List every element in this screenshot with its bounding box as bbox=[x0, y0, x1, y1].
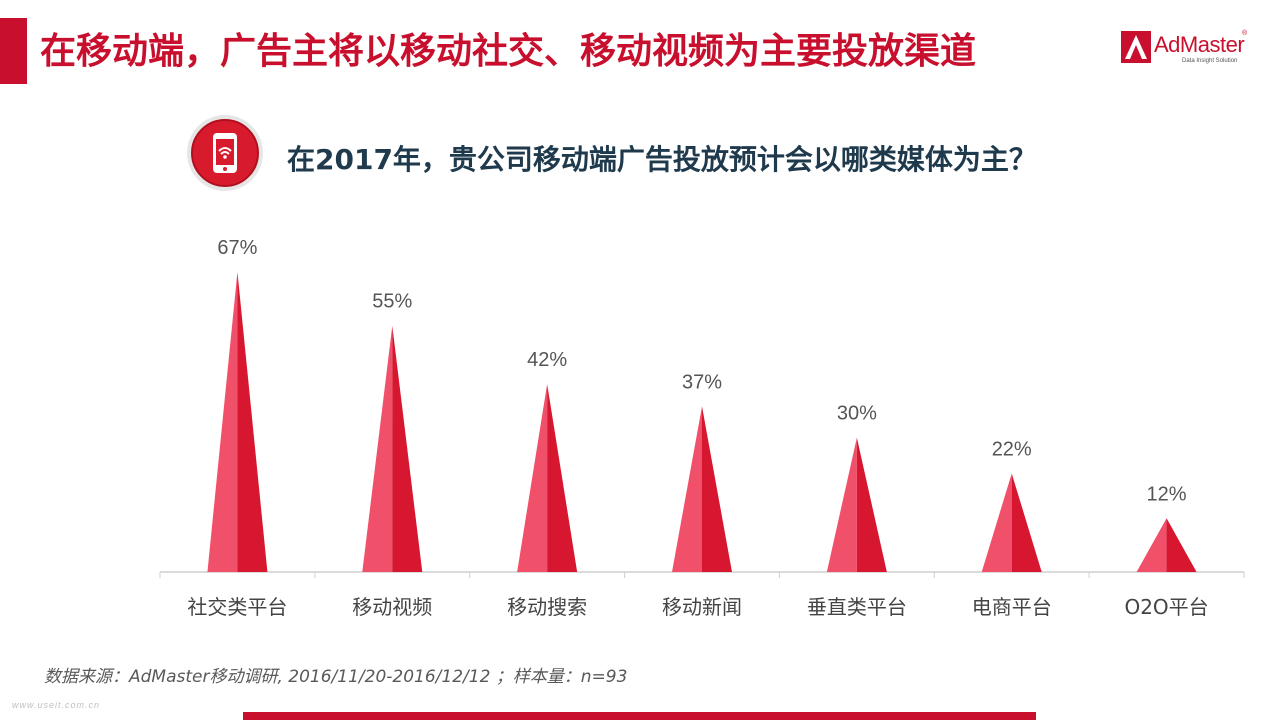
category-label: 电商平台 bbox=[972, 595, 1052, 619]
chart-bar-dark-face bbox=[237, 272, 268, 572]
chart-bar-light-face bbox=[517, 383, 548, 572]
category-label: O2O平台 bbox=[1124, 595, 1208, 619]
category-label: 移动视频 bbox=[352, 595, 432, 619]
data-label: 37% bbox=[682, 371, 722, 393]
bottom-accent-bar bbox=[243, 712, 1036, 720]
chart-bar bbox=[672, 406, 732, 572]
data-label: 42% bbox=[527, 349, 567, 371]
chart-bar-light-face bbox=[672, 406, 702, 572]
data-label: 67% bbox=[217, 237, 257, 259]
chart-bar bbox=[826, 437, 887, 572]
admaster-logo-mark bbox=[1121, 31, 1151, 63]
chart-bar-light-face bbox=[207, 272, 238, 572]
chart-bar-light-face bbox=[981, 473, 1012, 572]
chart-bar bbox=[981, 473, 1042, 572]
chart-bar-dark-face bbox=[856, 437, 887, 572]
data-label: 22% bbox=[992, 438, 1032, 460]
chart-bar-dark-face bbox=[1011, 473, 1042, 572]
chart-bar bbox=[362, 325, 423, 572]
data-source-note: 数据来源：AdMaster移动调研, 2016/11/20-2016/12/12… bbox=[44, 667, 628, 687]
chart-bar bbox=[207, 272, 268, 572]
survey-question: 在2017年，贵公司移动端广告投放预计会以哪类媒体为主？ bbox=[287, 143, 1037, 176]
data-label: 30% bbox=[837, 403, 877, 425]
title-accent-bar bbox=[0, 18, 27, 84]
chart-bar bbox=[517, 383, 578, 572]
chart-bar-dark-face bbox=[547, 383, 578, 572]
logo-registered-mark: ® bbox=[1242, 30, 1248, 37]
chart-bar-dark-face bbox=[1166, 518, 1197, 572]
category-label: 垂直类平台 bbox=[807, 595, 907, 619]
category-label: 移动搜索 bbox=[507, 595, 587, 619]
data-label: 55% bbox=[372, 291, 412, 313]
chart-bar-light-face bbox=[362, 325, 393, 572]
data-label: 12% bbox=[1147, 483, 1187, 505]
category-label: 社交类平台 bbox=[187, 595, 287, 619]
admaster-logo: AdMaster ® Data Insight Solution bbox=[1120, 30, 1250, 70]
chart-bar-dark-face bbox=[392, 325, 423, 572]
category-label: 移动新闻 bbox=[662, 595, 742, 619]
chart-bar-light-face bbox=[1136, 518, 1167, 572]
watermark: www.useit.com.cn bbox=[12, 700, 101, 710]
page-title: 在移动端，广告主将以移动社交、移动视频为主要投放渠道 bbox=[40, 31, 977, 72]
chart-bar-light-face bbox=[826, 437, 857, 572]
media-preference-chart: 67% 社交类平台 55% 移动视频 42% 移动搜索 37% 移动新闻 30% 垂直类平台 22%… bbox=[159, 237, 1245, 619]
smartphone-wifi-icon bbox=[187, 115, 263, 191]
chart-bar bbox=[1136, 518, 1197, 572]
logo-name: AdMaster bbox=[1154, 32, 1245, 57]
chart-bar-dark-face bbox=[702, 406, 732, 572]
logo-tagline: Data Insight Solution bbox=[1182, 58, 1238, 64]
